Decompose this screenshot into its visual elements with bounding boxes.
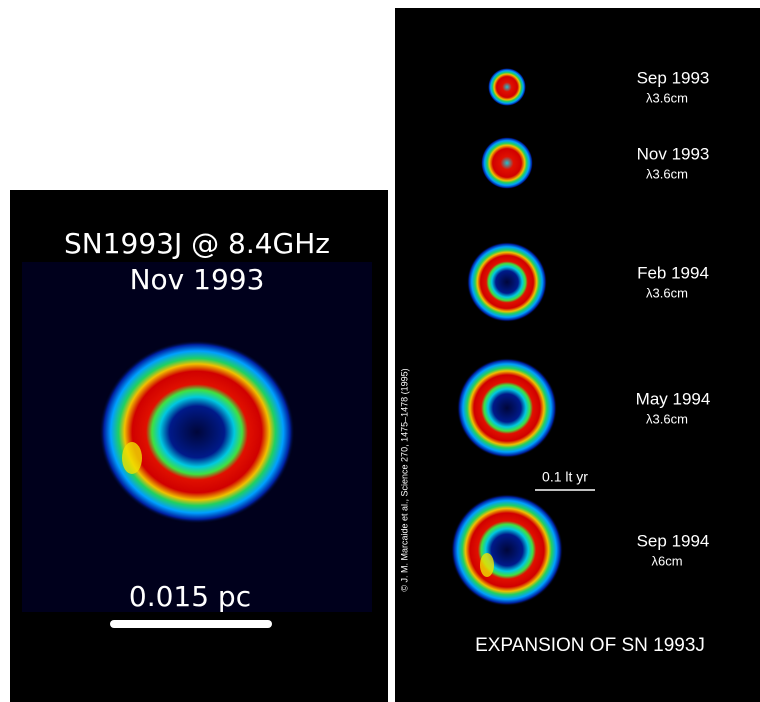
left-scale-bar — [110, 620, 272, 628]
epoch-image — [488, 68, 526, 106]
epoch-wavelength: λ6cm — [651, 553, 682, 568]
epoch-wavelength: λ3.6cm — [646, 90, 688, 105]
hotspot — [480, 553, 494, 577]
epoch-date: Feb 1994 — [637, 263, 709, 282]
figure: SN1993J @ 8.4GHz Nov 1993 0.015 pc Sep 1… — [0, 0, 760, 702]
epoch-wavelength: λ3.6cm — [646, 166, 688, 181]
epoch-image — [451, 494, 563, 606]
epoch-date: May 1994 — [636, 389, 711, 408]
right-panel — [395, 8, 760, 702]
epoch-image — [467, 242, 547, 322]
epoch-date: Sep 1993 — [637, 68, 710, 87]
epoch-image — [481, 137, 533, 189]
epoch-image — [457, 358, 557, 458]
epoch-wavelength: λ3.6cm — [646, 285, 688, 300]
right-scale-label: 0.1 lt yr — [542, 469, 588, 485]
left-title: SN1993J @ 8.4GHz — [64, 227, 330, 260]
left-scale-label: 0.015 pc — [129, 580, 251, 613]
left-subtitle: Nov 1993 — [130, 263, 265, 296]
epoch-date: Sep 1994 — [637, 531, 710, 550]
credit: © J. M. Marcaide et al., Science 270, 14… — [399, 368, 409, 591]
epoch-date: Nov 1993 — [637, 144, 710, 163]
hotspot — [122, 442, 142, 474]
epoch-wavelength: λ3.6cm — [646, 411, 688, 426]
caption: EXPANSION OF SN 1993J — [475, 635, 705, 656]
supernova-shell — [99, 340, 295, 524]
